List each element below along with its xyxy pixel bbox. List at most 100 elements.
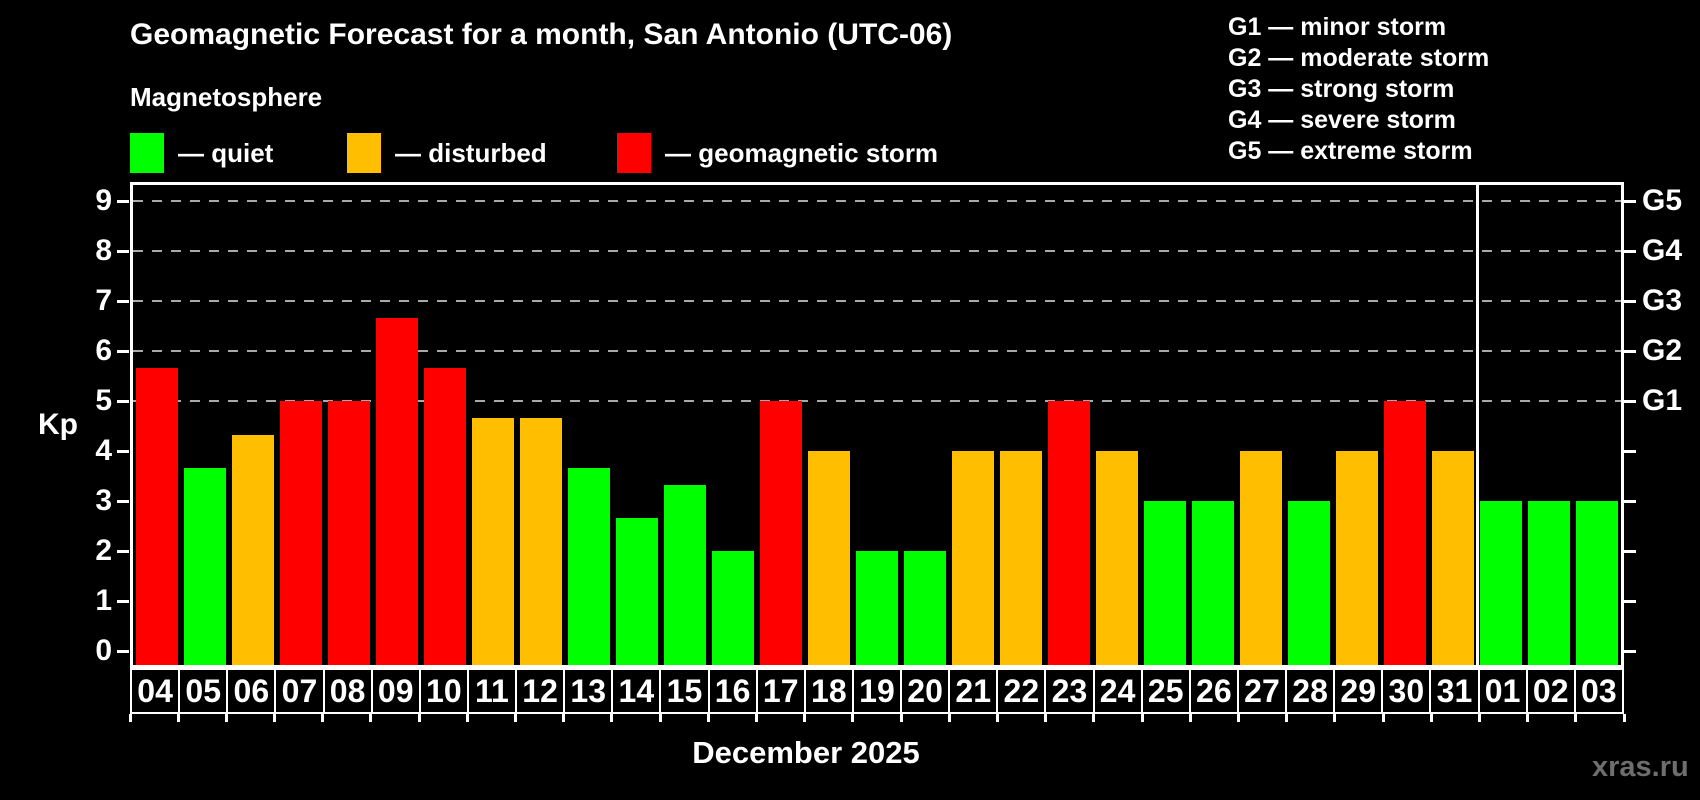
- x-box-06: 06: [226, 668, 277, 714]
- bar-day-22: [1000, 451, 1042, 665]
- boundary-tick: [1381, 714, 1385, 722]
- bar-slot: [901, 185, 949, 665]
- chart-subtitle: Magnetosphere: [130, 82, 323, 112]
- right-tick-9: [1624, 199, 1636, 203]
- boundary-tick: [851, 714, 855, 722]
- g-label-G3: G3: [1642, 284, 1683, 317]
- bar-slot: [1237, 185, 1285, 665]
- g-label-G4: G4: [1642, 234, 1683, 267]
- x-box-03: 03: [1573, 668, 1624, 714]
- x-box-04: 04: [130, 668, 181, 714]
- y-tick-0: [117, 649, 129, 653]
- bar-day-28: [1288, 501, 1330, 665]
- chart-title: Geomagnetic Forecast for a month, San An…: [130, 18, 953, 51]
- g-label-G2: G2: [1642, 334, 1683, 367]
- bar-day-09: [376, 317, 418, 665]
- y-tick-9: [117, 199, 129, 203]
- right-tick-6: [1624, 349, 1636, 353]
- boundary-tick: [755, 714, 759, 722]
- x-box-16: 16: [707, 668, 758, 714]
- bar-slot: [277, 185, 325, 665]
- x-box-31: 31: [1429, 668, 1480, 714]
- boundary-tick: [803, 714, 807, 722]
- bar-day-05: [184, 467, 226, 665]
- legend-label-quiet: — quiet: [178, 137, 274, 168]
- bar-slot: [325, 185, 373, 665]
- legend-item-storm: — geomagnetic storm: [617, 133, 938, 173]
- storm-scale-g4: G4 — severe storm: [1228, 106, 1456, 134]
- y-tick-1: [117, 599, 129, 603]
- boundary-tick: [1622, 714, 1626, 722]
- x-axis-day-boxes: 04 05 06 07 08 09 10 11 12 13 14 15 16 17 18 19 20 21 22 23…: [130, 668, 1624, 714]
- boundary-tick: [273, 714, 277, 722]
- x-box-25: 25: [1140, 668, 1191, 714]
- boundary-tick: [514, 714, 518, 722]
- storm-color-swatch: [617, 133, 651, 173]
- bar-day-10: [424, 367, 466, 665]
- boundary-tick: [176, 714, 180, 722]
- bar-slot: [613, 185, 661, 665]
- y-tick-3: [117, 499, 129, 503]
- bar-slot: [997, 185, 1045, 665]
- x-box-21: 21: [948, 668, 999, 714]
- storm-scale-g1: G1 — minor storm: [1228, 13, 1447, 41]
- gridline-7: [133, 300, 1621, 302]
- bar-day-01: [1480, 501, 1522, 665]
- y-tick-label-3: 3: [95, 484, 112, 517]
- storm-scale-g5: G5 — extreme storm: [1228, 137, 1473, 165]
- boundary-tick: [899, 714, 903, 722]
- y-tick-label-6: 6: [95, 334, 112, 367]
- x-box-09: 09: [370, 668, 421, 714]
- bar-slot: [133, 185, 181, 665]
- y-tick-2: [117, 549, 129, 553]
- bar-slot: [1573, 185, 1621, 665]
- bar-slot: [1333, 185, 1381, 665]
- y-tick-label-0: 0: [95, 634, 112, 667]
- y-tick-label-5: 5: [95, 384, 112, 417]
- boundary-tick: [1333, 714, 1337, 722]
- boundary-tick: [321, 714, 325, 722]
- y-tick-label-4: 4: [95, 434, 112, 467]
- boundary-tick: [995, 714, 999, 722]
- bars-container: [133, 185, 1621, 665]
- y-tick-label-2: 2: [95, 534, 112, 567]
- legend-item-disturbed: — disturbed: [347, 133, 547, 173]
- bar-day-18: [808, 451, 850, 665]
- y-tick-5: [117, 399, 129, 403]
- y-tick-label-1: 1: [95, 584, 112, 617]
- bar-day-03: [1576, 501, 1618, 665]
- x-box-02: 02: [1525, 668, 1576, 714]
- bar-day-26: [1192, 501, 1234, 665]
- y-tick-label-9: 9: [95, 184, 112, 217]
- bar-day-12: [520, 417, 562, 665]
- boundary-tick: [128, 714, 132, 722]
- right-tick-5: [1624, 399, 1636, 403]
- boundary-tick: [1092, 714, 1096, 722]
- y-axis-title: Kp: [38, 408, 78, 441]
- status-legend: — quiet — disturbed — geomagnetic storm: [130, 133, 1030, 173]
- x-box-18: 18: [803, 668, 854, 714]
- bar-slot: [1045, 185, 1093, 665]
- boundary-tick: [1236, 714, 1240, 722]
- boundary-tick: [610, 714, 614, 722]
- legend-label-disturbed: — disturbed: [395, 137, 547, 168]
- g-label-G5: G5: [1642, 184, 1683, 217]
- gridline-9: [133, 200, 1621, 202]
- x-box-07: 07: [274, 668, 325, 714]
- x-box-27: 27: [1236, 668, 1287, 714]
- y-tick-6: [117, 349, 129, 353]
- bar-slot: [1429, 185, 1477, 665]
- x-box-22: 22: [996, 668, 1047, 714]
- x-box-17: 17: [755, 668, 806, 714]
- right-tick-1: [1624, 599, 1636, 603]
- y-tick-8: [117, 249, 129, 253]
- bar-slot: [469, 185, 517, 665]
- g-label-G1: G1: [1642, 384, 1683, 417]
- bar-slot: [421, 185, 469, 665]
- x-box-14: 14: [611, 668, 662, 714]
- x-box-11: 11: [466, 668, 517, 714]
- x-box-28: 28: [1285, 668, 1336, 714]
- bar-day-23: [1048, 401, 1090, 665]
- bar-day-19: [856, 551, 898, 665]
- x-box-12: 12: [515, 668, 566, 714]
